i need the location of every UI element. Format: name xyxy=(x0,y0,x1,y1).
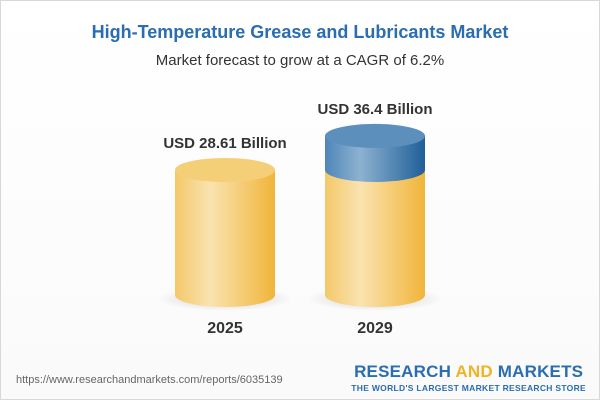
source-url[interactable]: https://www.researchandmarkets.com/repor… xyxy=(16,374,283,386)
cylinder-growth-2029 xyxy=(325,135,425,182)
chart-subtitle: Market forecast to grow at a CAGR of 6.2… xyxy=(155,52,445,69)
research-and-markets-logo: RESEARCH AND MARKETS THE WORLD'S LARGEST… xyxy=(351,362,586,393)
chart-title: High-Temperature Grease and Lubricants M… xyxy=(91,22,509,42)
cylinder-top-2025 xyxy=(175,157,275,182)
data-label: USD 36.4 Billion xyxy=(317,101,432,118)
category-label: 2025 xyxy=(207,320,243,337)
cylinder-body-2025 xyxy=(175,169,275,307)
data-label: USD 28.61 Billion xyxy=(163,135,286,152)
cylinder-top-2029 xyxy=(325,123,425,148)
cylinder-body-2029 xyxy=(325,169,425,307)
category-label: 2029 xyxy=(357,320,393,337)
